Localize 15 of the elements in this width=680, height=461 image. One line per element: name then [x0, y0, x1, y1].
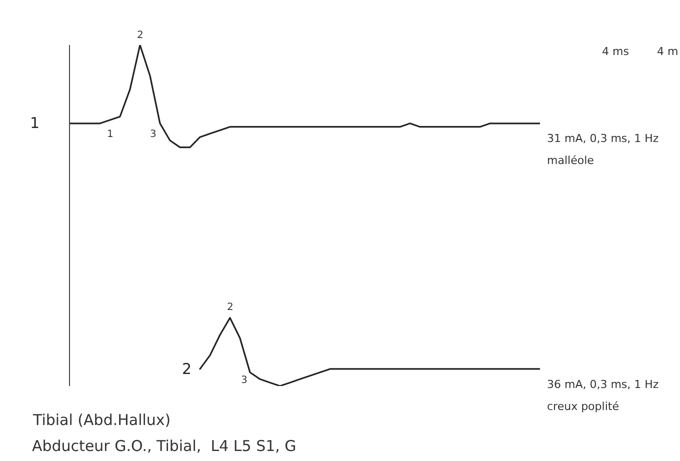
text: 4 m: [657, 45, 678, 58]
text: 2: [137, 30, 144, 41]
annotation: 3: [150, 129, 156, 140]
text: Abducteur G.O., Tibial, L4 L5 S1, G: [32, 437, 296, 455]
text: Tibial (Abd.Hallux): [32, 411, 171, 429]
text: 4 ms: [602, 45, 630, 58]
series-label: 1: [107, 129, 114, 140]
text: 36 mA, 0,3 ms, 1 Hz: [547, 378, 659, 391]
text: creux poplité: [547, 400, 620, 413]
text: malléole: [547, 154, 594, 167]
text: 1: [30, 114, 40, 132]
series-label: 2: [227, 302, 234, 313]
annotation: 3: [241, 375, 248, 386]
text: 31 mA, 0,3 ms, 1 Hz: [547, 132, 659, 145]
annotation: 2: [182, 360, 192, 378]
